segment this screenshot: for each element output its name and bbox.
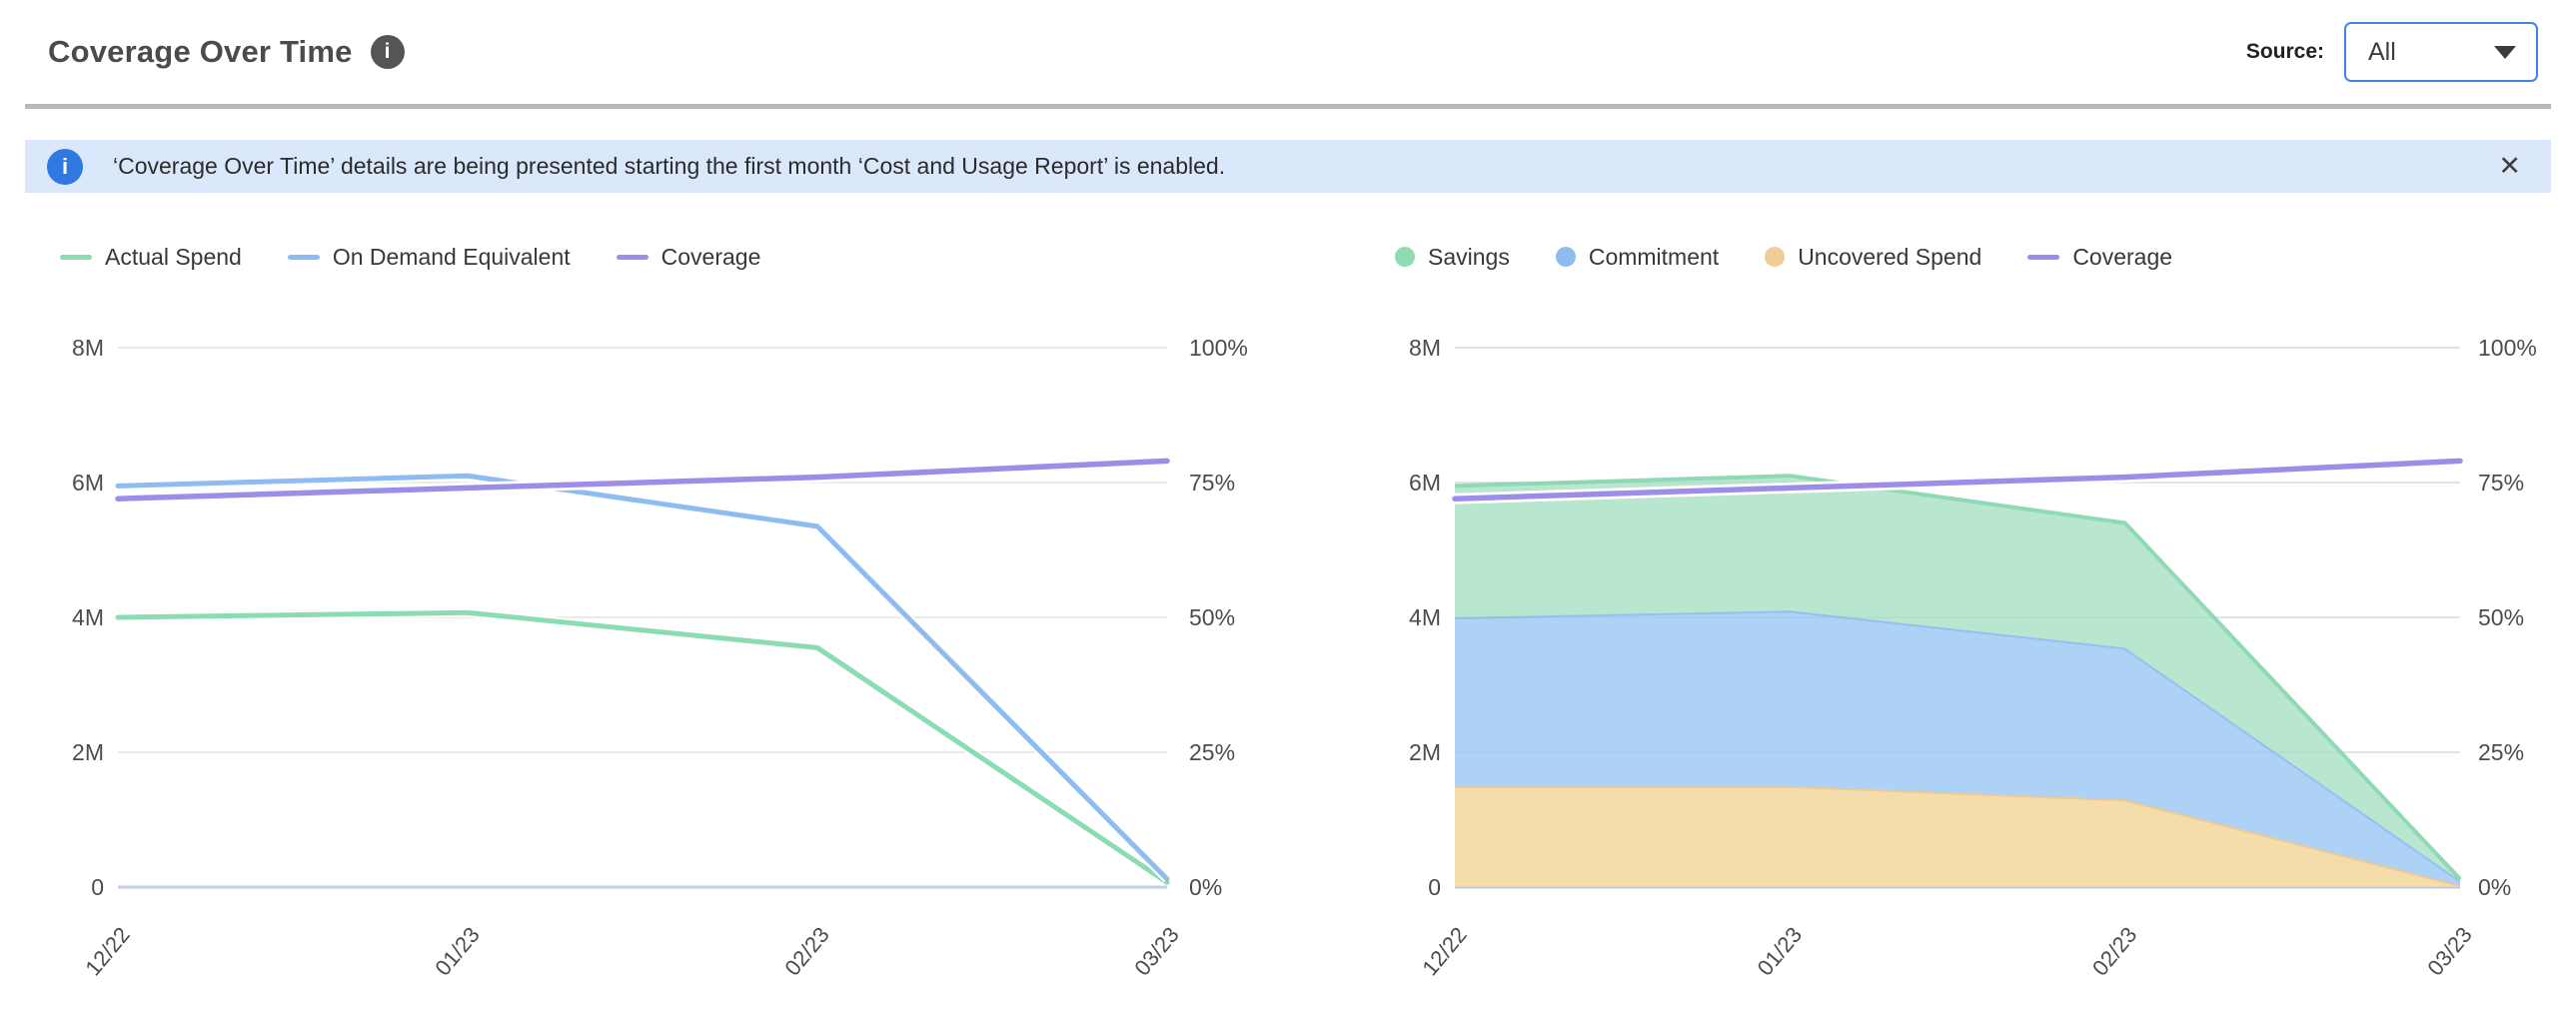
- y-axis-tick-label: 8M: [72, 335, 104, 361]
- legend-item-uncovered-spend[interactable]: Uncovered Spend: [1765, 244, 1981, 271]
- line-coverage: [1452, 458, 2463, 502]
- y-axis-tick-label: 6M: [72, 470, 104, 496]
- legend-label: Commitment: [1588, 243, 1720, 270]
- y-axis-tick-label: 8M: [1409, 335, 1441, 361]
- caret-down-icon: [2494, 45, 2516, 59]
- savings-commitment-area-chart: 8M 100% 6M 75% 4M 50% 2M 25% 0 0% 12/22 01/23 02/23 0…: [1409, 335, 2537, 980]
- legend-circle-marker: [1555, 247, 1576, 267]
- close-icon[interactable]: ✕: [2498, 151, 2521, 181]
- pct-axis-tick-label: 100%: [1189, 335, 1248, 361]
- y-axis-tick-label: 2M: [1409, 739, 1441, 765]
- x-axis-tick-label: 01/23: [430, 922, 485, 980]
- legend-item-savings[interactable]: Savings: [1395, 244, 1510, 271]
- legend-circle-marker: [1395, 247, 1415, 267]
- x-axis-tick-label: 12/22: [1417, 922, 1472, 980]
- y-axis-tick-label: 0: [1428, 874, 1441, 900]
- y-axis-tick-label: 4M: [72, 604, 104, 630]
- legend-line-marker: [60, 254, 92, 260]
- page-title: Coverage Over Time: [48, 34, 353, 69]
- area-savings: [1455, 476, 2460, 881]
- legend-line-marker: [287, 254, 320, 260]
- pct-axis-tick-label: 25%: [2478, 739, 2524, 765]
- line-halo: [117, 471, 1171, 883]
- x-axis-tick-label: 01/23: [1753, 922, 1808, 980]
- panel-header: Coverage Over Time i Source: All: [0, 0, 2576, 104]
- info-banner: i ‘Coverage Over Time’ details are being…: [25, 140, 2551, 193]
- legend-label: On Demand Equivalent: [332, 243, 571, 270]
- pct-axis-tick-label: 75%: [2478, 470, 2524, 496]
- legend-label: Coverage: [660, 243, 761, 270]
- left-chart-legend: Actual Spend On Demand Equivalent Coverage: [60, 238, 760, 276]
- legend-item-coverage[interactable]: Coverage: [616, 243, 761, 271]
- x-axis-tick-label: 02/23: [2087, 922, 2142, 980]
- area-edge-savings: [1454, 474, 2462, 881]
- x-axis-tick-label: 03/23: [2422, 922, 2477, 980]
- area-uncovered-spend: [1455, 785, 2460, 887]
- pct-axis-tick-label: 50%: [2478, 604, 2524, 630]
- legend-label: Savings: [1428, 243, 1510, 270]
- legend-item-coverage[interactable]: Coverage: [2027, 244, 2172, 271]
- legend-line-marker: [616, 254, 648, 260]
- legend-label: Uncovered Spend: [1798, 243, 1982, 270]
- line-on-demand-equivalent: [115, 473, 1170, 882]
- line-halo: [117, 607, 1170, 887]
- legend-item-commitment[interactable]: Commitment: [1555, 243, 1720, 271]
- banner-message: ‘Coverage Over Time’ details are being p…: [113, 153, 1226, 179]
- source-selected-value: All: [2368, 37, 2396, 66]
- pct-axis-tick-label: 75%: [1189, 470, 1235, 496]
- legend-line-marker: [2027, 254, 2060, 260]
- pct-axis-tick-label: 0%: [2478, 874, 2511, 900]
- legend-label: Coverage: [2072, 243, 2173, 270]
- info-icon[interactable]: i: [370, 35, 405, 69]
- y-axis-tick-label: 4M: [1409, 604, 1441, 630]
- legend-circle-marker: [1765, 247, 1786, 267]
- line-actual-spend: [115, 609, 1170, 885]
- legend-label: Actual Spend: [105, 243, 242, 270]
- x-axis-tick-label: 12/22: [80, 922, 135, 980]
- legend-item-actual-spend[interactable]: Actual Spend: [60, 244, 242, 271]
- source-dropdown[interactable]: All: [2344, 22, 2538, 82]
- right-chart-legend: Savings Commitment Uncovered Spend Coverage: [1395, 238, 2172, 276]
- info-icon: i: [47, 148, 83, 185]
- source-label: Source:: [2245, 40, 2324, 63]
- x-axis-tick-label: 03/23: [1129, 922, 1184, 980]
- pct-axis-tick-label: 0%: [1189, 874, 1222, 900]
- x-axis-tick-label: 02/23: [779, 922, 834, 980]
- line-coverage: [115, 458, 1170, 502]
- pct-axis-tick-label: 100%: [2478, 335, 2537, 361]
- y-axis-tick-label: 6M: [1409, 470, 1441, 496]
- legend-item-on-demand-equivalent[interactable]: On Demand Equivalent: [287, 243, 571, 271]
- y-axis-tick-label: 0: [91, 874, 104, 900]
- header-divider: [25, 104, 2551, 109]
- pct-axis-tick-label: 50%: [1189, 604, 1235, 630]
- y-axis-tick-label: 2M: [72, 739, 104, 765]
- pct-axis-tick-label: 25%: [1189, 739, 1235, 765]
- area-commitment: [1455, 610, 2460, 885]
- spend-coverage-line-chart: 8M 100% 6M 75% 4M 50% 2M 25% 0 0% 12/22 01/23 02/23 0…: [72, 335, 1248, 980]
